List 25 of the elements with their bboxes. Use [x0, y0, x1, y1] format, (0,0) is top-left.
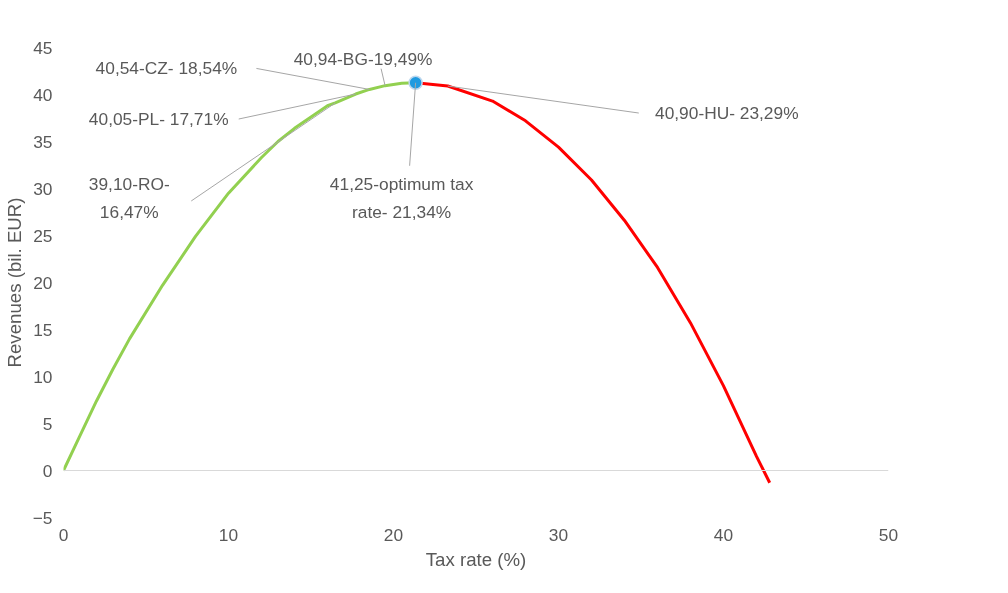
- y-tick-label: 0: [42, 460, 53, 481]
- x-tick-label: 20: [383, 524, 404, 545]
- y-tick-label: 25: [33, 225, 53, 246]
- y-tick-label: 45: [33, 37, 53, 58]
- y-tick-label: 20: [33, 272, 53, 293]
- annotation: 40,54-CZ- 18,54%: [95, 58, 238, 79]
- y-tick-label: −5: [32, 507, 53, 528]
- x-axis-title: Tax rate (%): [425, 548, 527, 570]
- annotation: 41,25-optimum tax rate- 21,34%: [329, 173, 474, 222]
- x-tick-label: 50: [878, 524, 899, 545]
- annotation: 40,05-PL- 17,71%: [88, 109, 229, 130]
- y-tick-label: 5: [42, 413, 53, 434]
- y-axis-title: Revenues (bil. EUR): [3, 197, 25, 368]
- y-tick-label: 35: [33, 131, 53, 152]
- annotation: 39,10-RO- 16,47%: [88, 173, 170, 222]
- x-tick-label: 0: [58, 524, 69, 545]
- y-tick-label: 40: [33, 84, 53, 105]
- y-tick-label: 15: [33, 319, 53, 340]
- x-tick-label: 30: [548, 524, 569, 545]
- y-tick-label: 30: [33, 178, 53, 199]
- annotation: 40,90-HU- 23,29%: [655, 103, 799, 124]
- y-tick-label: 10: [33, 366, 53, 387]
- x-tick-label: 10: [218, 524, 239, 545]
- annotation: 40,94-BG-19,49%: [293, 48, 433, 69]
- x-tick-label: 40: [713, 524, 734, 545]
